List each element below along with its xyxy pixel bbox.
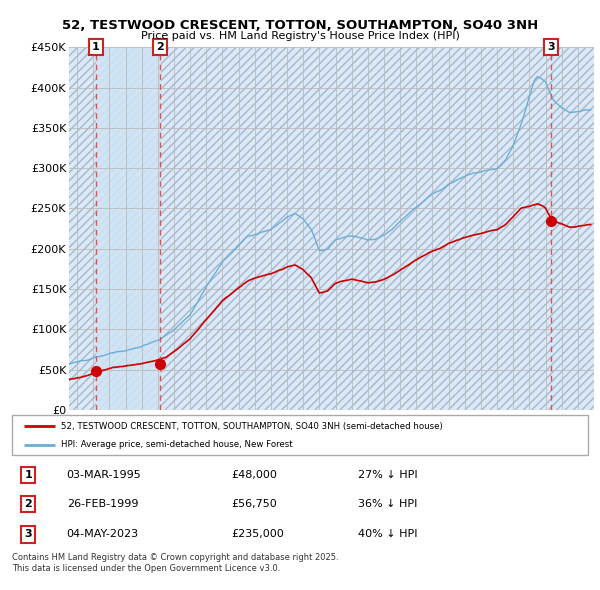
FancyBboxPatch shape [12,415,588,455]
Text: 2: 2 [157,42,164,52]
Text: HPI: Average price, semi-detached house, New Forest: HPI: Average price, semi-detached house,… [61,440,293,449]
Text: 52, TESTWOOD CRESCENT, TOTTON, SOUTHAMPTON, SO40 3NH (semi-detached house): 52, TESTWOOD CRESCENT, TOTTON, SOUTHAMPT… [61,422,443,431]
Text: 27% ↓ HPI: 27% ↓ HPI [358,470,417,480]
Text: 3: 3 [547,42,555,52]
Text: 26-FEB-1999: 26-FEB-1999 [67,499,138,509]
Text: 1: 1 [92,42,100,52]
Text: 1: 1 [24,470,32,480]
Text: £48,000: £48,000 [231,470,277,480]
Text: 04-MAY-2023: 04-MAY-2023 [67,529,139,539]
Text: 3: 3 [25,529,32,539]
Text: 03-MAR-1995: 03-MAR-1995 [67,470,142,480]
Text: 40% ↓ HPI: 40% ↓ HPI [358,529,417,539]
Bar [96,47,160,410]
Text: £235,000: £235,000 [231,529,284,539]
Text: 2: 2 [24,499,32,509]
Text: 52, TESTWOOD CRESCENT, TOTTON, SOUTHAMPTON, SO40 3NH: 52, TESTWOOD CRESCENT, TOTTON, SOUTHAMPT… [62,19,538,32]
Text: Price paid vs. HM Land Registry's House Price Index (HPI): Price paid vs. HM Land Registry's House … [140,31,460,41]
Text: 36% ↓ HPI: 36% ↓ HPI [358,499,417,509]
Text: Contains HM Land Registry data © Crown copyright and database right 2025.
This d: Contains HM Land Registry data © Crown c… [12,553,338,573]
Text: £56,750: £56,750 [231,499,277,509]
